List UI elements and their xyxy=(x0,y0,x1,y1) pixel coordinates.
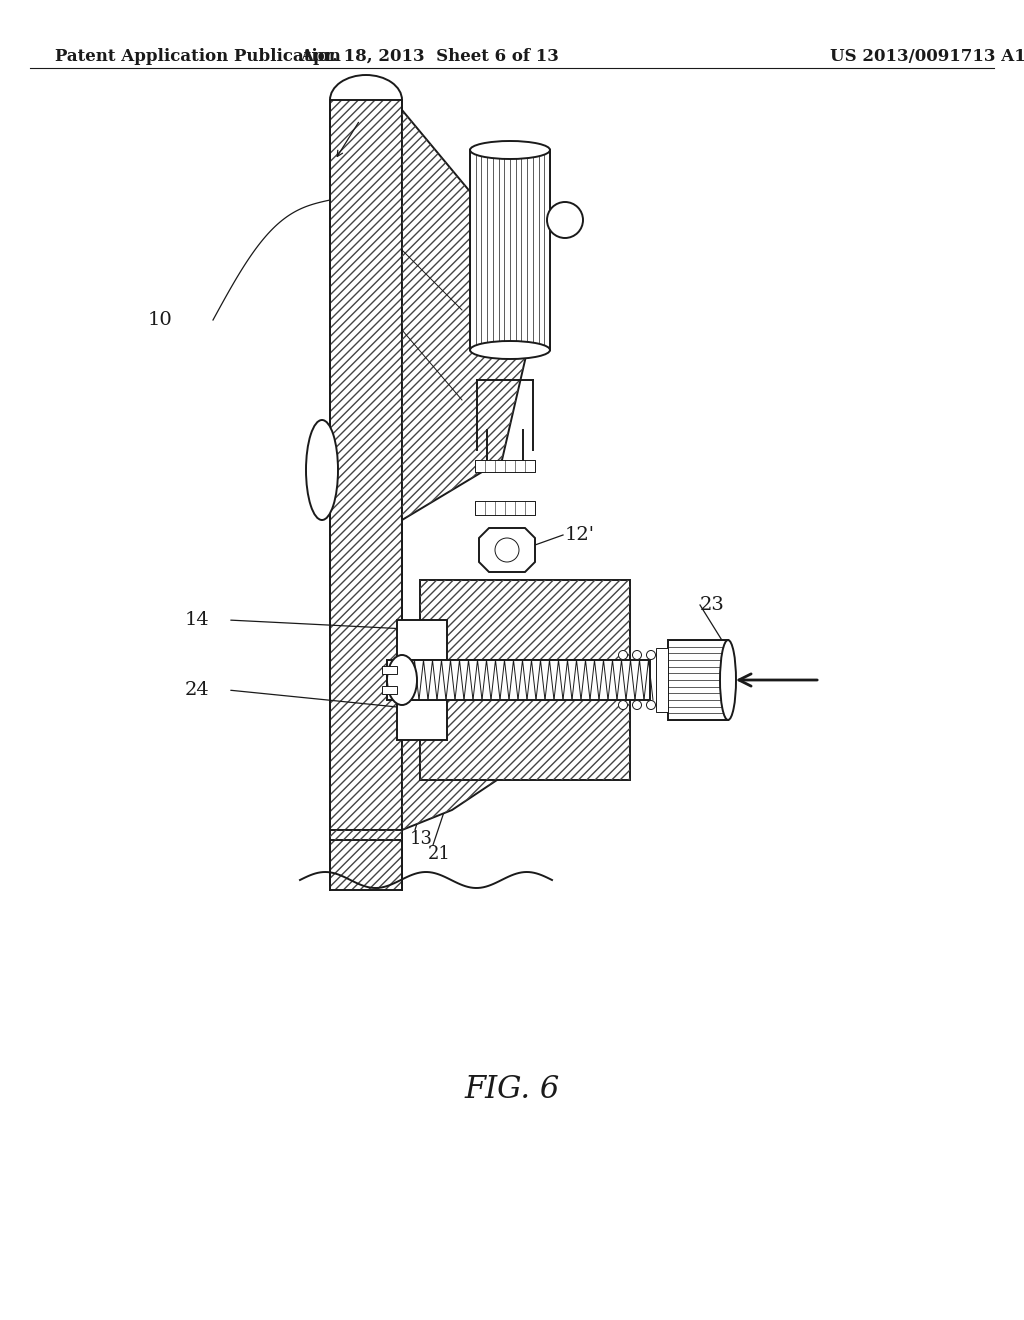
Bar xyxy=(420,700,630,780)
Circle shape xyxy=(618,651,628,660)
Text: US 2013/0091713 A1: US 2013/0091713 A1 xyxy=(830,48,1024,65)
Ellipse shape xyxy=(387,655,417,705)
Bar xyxy=(420,690,460,700)
Circle shape xyxy=(633,651,641,660)
Bar xyxy=(420,690,460,700)
Polygon shape xyxy=(479,528,535,572)
Ellipse shape xyxy=(306,420,338,520)
Text: 12': 12' xyxy=(565,525,595,544)
Text: FIG. 6: FIG. 6 xyxy=(464,1074,560,1106)
Ellipse shape xyxy=(720,640,736,719)
Polygon shape xyxy=(402,110,532,520)
Text: 222: 222 xyxy=(548,623,585,642)
Bar xyxy=(475,459,535,473)
Text: 13: 13 xyxy=(410,830,433,847)
Text: Apr. 18, 2013  Sheet 6 of 13: Apr. 18, 2013 Sheet 6 of 13 xyxy=(301,48,559,65)
Bar xyxy=(382,667,397,675)
Bar xyxy=(420,579,630,660)
Bar xyxy=(330,100,402,890)
Bar xyxy=(330,100,402,890)
Bar xyxy=(382,686,397,694)
Circle shape xyxy=(633,701,641,710)
Bar xyxy=(420,700,630,780)
Circle shape xyxy=(495,539,519,562)
Text: 22: 22 xyxy=(548,606,572,624)
Bar xyxy=(330,100,402,890)
Bar xyxy=(420,579,630,660)
Circle shape xyxy=(547,202,583,238)
Text: 23: 23 xyxy=(700,597,725,614)
Bar xyxy=(397,700,447,741)
Bar xyxy=(387,660,650,700)
Text: 221: 221 xyxy=(458,747,489,763)
Circle shape xyxy=(646,651,655,660)
Bar xyxy=(668,640,728,719)
Bar xyxy=(656,648,668,711)
Circle shape xyxy=(646,701,655,710)
Text: 24: 24 xyxy=(185,681,210,700)
Text: 14: 14 xyxy=(185,611,210,630)
Text: 231: 231 xyxy=(525,717,557,734)
Circle shape xyxy=(618,701,628,710)
Text: 21: 21 xyxy=(428,845,451,863)
Text: 10: 10 xyxy=(148,312,173,329)
Ellipse shape xyxy=(470,341,550,359)
Ellipse shape xyxy=(470,141,550,158)
Polygon shape xyxy=(330,649,532,840)
Text: 232: 232 xyxy=(490,731,522,748)
Text: Patent Application Publication: Patent Application Publication xyxy=(55,48,341,65)
Bar xyxy=(397,620,447,660)
Bar xyxy=(470,150,550,350)
Bar xyxy=(475,502,535,515)
